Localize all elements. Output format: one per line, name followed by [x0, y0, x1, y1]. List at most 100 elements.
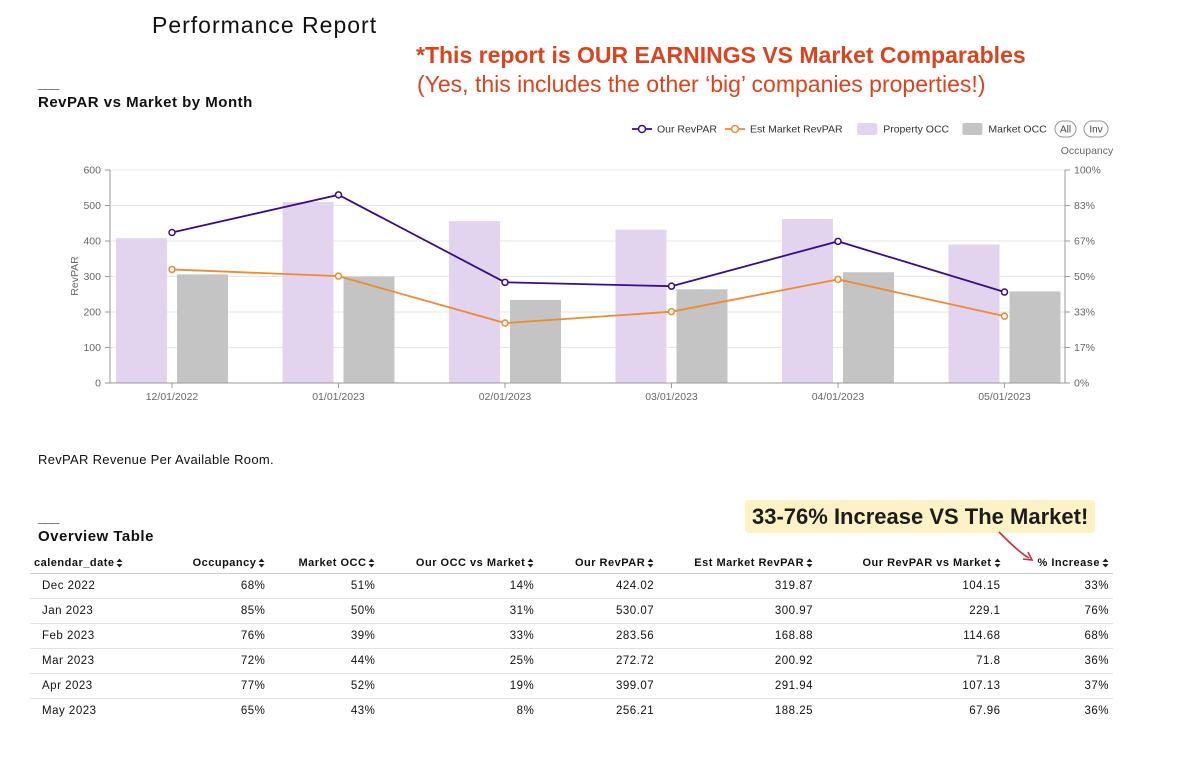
- cell-our-revpar-vs-market: 67.96: [969, 705, 1001, 717]
- our-revpar-point: [168, 228, 176, 237]
- cell-our-revpar: 399.07: [538, 673, 659, 699]
- chart-section-heading: RevPAR vs Market by Month: [38, 94, 253, 111]
- table-row: Dec 2022 68% 51% 14% 424.02 319.87 104.1…: [30, 573, 1113, 599]
- cell-our-revpar: 272.72: [538, 648, 659, 674]
- bar-market-occ: [177, 274, 228, 383]
- bar-property-occ: [782, 218, 833, 383]
- cell-our-revpar: 256.21: [615, 705, 655, 717]
- our-revpar-point: [334, 191, 343, 199]
- cell-our-revpar-vs-market: 114.68: [817, 623, 1005, 649]
- sort-icon[interactable]: [368, 558, 375, 568]
- cell-our-revpar: 424.02: [538, 573, 659, 599]
- our-revpar-point: [667, 282, 676, 290]
- column-header-label: Our RevPAR vs Market: [862, 557, 992, 569]
- cell-percent-increase: 76%: [1004, 598, 1113, 624]
- cell-calendar-date: Jan 2023: [30, 598, 169, 624]
- cell-percent-increase: 33%: [1004, 573, 1113, 599]
- x-axis-tick-label: 01/01/2023: [312, 391, 365, 403]
- revpar-vs-market-chart: 0 100 200 300 400 500 600 0% 17% 33% 50% 67% 83% 100%…: [69, 120, 1114, 403]
- bar-property-occ: [449, 221, 500, 383]
- left-axis-tick-label: 300: [83, 271, 101, 283]
- bar-property-occ: [615, 229, 667, 383]
- legend-all-button[interactable]: All: [1054, 120, 1077, 138]
- legend-invert-button-outline: [1083, 120, 1109, 138]
- column-header-label: Est Market RevPAR: [694, 557, 805, 569]
- overview-table: calendar_date Occupancy Market OCC Our O…: [30, 553, 1113, 723]
- bar-market-occ: [676, 289, 728, 383]
- cell-occupancy: 76%: [168, 623, 270, 649]
- sort-icon[interactable]: [994, 558, 1001, 568]
- sort-icon[interactable]: [258, 558, 265, 568]
- revpar-definition: RevPAR Revenue Per Available Room.: [38, 452, 274, 467]
- sort-icon[interactable]: [806, 558, 813, 568]
- sort-icon[interactable]: [647, 558, 654, 568]
- cell-calendar-date: May 2023: [42, 705, 97, 717]
- column-header-market-occ[interactable]: Market OCC: [269, 553, 380, 574]
- legend-invert-button[interactable]: Inv: [1083, 120, 1109, 138]
- cell-percent-increase: 36%: [1084, 705, 1109, 717]
- cell-our-occ-vs-market: 14%: [379, 573, 539, 599]
- column-header-our-revpar-vs-market[interactable]: Our RevPAR vs Market: [817, 553, 1005, 574]
- section-divider-mark: ___: [38, 75, 59, 91]
- column-header-calendar-date[interactable]: calendar_date: [30, 553, 169, 574]
- callout-subline: (Yes, this includes the other ‘big’ comp…: [417, 71, 986, 97]
- our-revpar-legend-marker: [637, 124, 647, 134]
- page-title: Performance Report: [152, 12, 378, 38]
- cell-calendar-date: Dec 2022: [30, 573, 169, 599]
- bar-market-occ: [510, 299, 561, 383]
- sort-icon[interactable]: [116, 558, 123, 568]
- cell-occupancy: 68%: [168, 573, 270, 599]
- left-axis-tick-label: 500: [83, 200, 101, 212]
- market-occ-legend-label: Market OCC: [988, 124, 1047, 136]
- our-revpar-legend-label: Our RevPAR: [657, 124, 717, 136]
- cell-calendar-date: Mar 2023: [30, 648, 169, 674]
- cell-est-market-revpar: 291.94: [658, 673, 818, 699]
- left-axis-tick-label: 400: [83, 236, 101, 248]
- column-header-label: Market OCC: [298, 557, 367, 569]
- table-section-heading: Overview Table: [38, 528, 154, 545]
- right-axis-tick-label: 17%: [1074, 342, 1095, 354]
- cell-est-market-revpar: 200.92: [658, 648, 818, 674]
- cell-occupancy: 65%: [240, 705, 266, 717]
- column-header-our-revpar[interactable]: Our RevPAR: [538, 553, 659, 574]
- x-axis-tick-label: 02/01/2023: [479, 391, 532, 403]
- x-axis-tick-label: 12/01/2022: [146, 391, 199, 403]
- column-header-est-market-revpar[interactable]: Est Market RevPAR: [658, 553, 818, 574]
- column-header-our-occ-vs-market[interactable]: Our OCC vs Market: [379, 553, 539, 574]
- column-header-occupancy[interactable]: Occupancy: [168, 553, 270, 574]
- cell-our-occ-vs-market: 19%: [379, 673, 539, 699]
- section-divider-mark: ___: [38, 509, 59, 525]
- left-axis-tick-label: 600: [83, 165, 101, 177]
- cell-market-occ: 50%: [269, 598, 380, 624]
- right-axis-tick-label: 100%: [1074, 165, 1101, 177]
- cell-our-occ-vs-market: 31%: [379, 598, 539, 624]
- cell-our-revpar-vs-market: 229.1: [817, 598, 1005, 624]
- table-header-row: calendar_date Occupancy Market OCC Our O…: [30, 553, 1113, 574]
- cell-our-revpar: 530.07: [538, 598, 659, 624]
- right-axis-tick-label: 0%: [1074, 378, 1089, 390]
- bar-market-occ: [1009, 291, 1061, 383]
- cell-our-occ-vs-market: 8%: [516, 705, 535, 717]
- column-header-percent-increase[interactable]: % Increase: [1004, 553, 1113, 574]
- est-market-revpar-point: [334, 272, 343, 280]
- bar-market-occ: [343, 276, 395, 383]
- bar-property-occ: [282, 201, 334, 383]
- bar-property-occ: [116, 238, 167, 383]
- sort-icon[interactable]: [1102, 558, 1109, 568]
- cell-percent-increase: 36%: [1004, 648, 1113, 674]
- est-market-revpar-point: [168, 265, 176, 274]
- cell-our-revpar-vs-market: 71.8: [817, 648, 1005, 674]
- cell-est-market-revpar: 300.97: [658, 598, 818, 624]
- cell-our-revpar-vs-market: 104.15: [817, 573, 1005, 599]
- cell-calendar-date: Feb 2023: [30, 623, 169, 649]
- cell-occupancy: 85%: [168, 598, 270, 624]
- right-axis-tick-label: 83%: [1074, 200, 1095, 212]
- left-axis-tick-label: 100: [83, 342, 101, 354]
- left-axis-tick-label: 200: [83, 307, 101, 319]
- table-row: Feb 2023 76% 39% 33% 283.56 168.88 114.6…: [30, 623, 1113, 649]
- cell-market-occ: 52%: [269, 673, 380, 699]
- x-axis-tick-label: 03/01/2023: [645, 391, 698, 403]
- bar-market-occ: [843, 272, 894, 383]
- x-axis-tick-label: 04/01/2023: [812, 391, 865, 403]
- sort-icon[interactable]: [527, 558, 534, 568]
